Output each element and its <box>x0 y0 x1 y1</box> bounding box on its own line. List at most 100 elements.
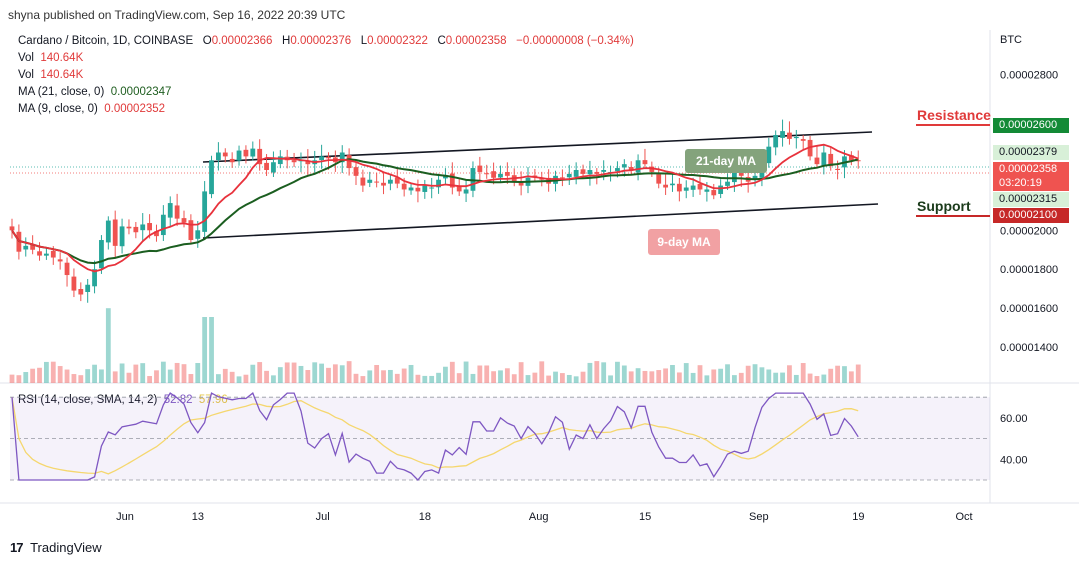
volume-bar <box>126 372 132 383</box>
volume-bar <box>443 366 448 383</box>
volume-label-2: Vol <box>18 69 34 81</box>
support-price-tag: 0.00002100 <box>993 208 1069 223</box>
candle-body <box>154 231 159 237</box>
candle-body <box>381 182 386 186</box>
volume-legend-2: Vol 140.64K <box>18 69 83 81</box>
volume-bar <box>491 371 496 383</box>
high-value: 0.00002376 <box>290 35 352 47</box>
candle-body <box>642 160 648 165</box>
channel-upper-line <box>202 131 873 163</box>
candle-body <box>85 284 91 292</box>
ma9-callout: 9-day MA <box>648 229 720 255</box>
candle-body <box>656 174 662 184</box>
candle-body <box>126 226 132 229</box>
candle-body <box>828 153 834 167</box>
volume-bar <box>305 369 311 383</box>
volume-bar <box>463 361 469 383</box>
volume-bar <box>676 372 682 383</box>
volume-bar <box>560 373 565 383</box>
candle-body <box>44 253 49 256</box>
tradingview-footer[interactable]: 17 TradingView <box>10 540 102 555</box>
candle-body <box>30 244 36 250</box>
ma21-callout: 21-day MA <box>685 149 767 173</box>
close-label: C <box>437 35 446 47</box>
candle-body <box>773 134 779 148</box>
volume-bar <box>99 369 104 383</box>
volume-bar <box>615 361 620 383</box>
candle-body <box>787 132 792 139</box>
candle-body <box>615 168 620 172</box>
candle-body <box>99 240 104 269</box>
date-tick-label: Jul <box>316 511 330 523</box>
candle-body <box>704 189 710 192</box>
volume-bar <box>539 361 545 383</box>
volume-bar <box>738 372 744 383</box>
volume-bar <box>725 364 730 383</box>
volume-bar <box>332 364 338 383</box>
resistance-price-tag: 0.00002600 <box>993 118 1069 133</box>
candle-body <box>766 146 772 164</box>
candle-body <box>229 158 235 163</box>
date-tick-label: Aug <box>529 511 549 523</box>
candle-body <box>429 187 435 189</box>
open-value: 0.00002366 <box>211 35 273 47</box>
candle-body <box>140 224 146 231</box>
price-tick-label: 0.00001600 <box>1000 303 1058 315</box>
price-tag-a: 0.00002379 <box>993 145 1069 160</box>
volume-bar <box>291 362 297 383</box>
candle-body <box>835 168 840 171</box>
candle-body <box>814 157 820 165</box>
symbol-legend: Cardano / Bitcoin, 1D, COINBASE O0.00002… <box>18 35 634 47</box>
volume-bar <box>711 369 717 383</box>
volume-bar <box>394 373 400 383</box>
volume-bar <box>642 370 648 383</box>
candle-body <box>105 220 111 243</box>
volume-bar <box>436 372 441 383</box>
rsi-line <box>11 392 859 481</box>
candle-body <box>160 214 166 236</box>
volume-bar <box>780 372 785 383</box>
date-tick-label: 15 <box>639 511 651 523</box>
candle-body <box>532 175 538 177</box>
candle-body <box>697 183 703 190</box>
candle-body <box>800 139 806 141</box>
volume-bar <box>422 375 428 383</box>
ma9-label[interactable]: MA (9, close, 0) <box>18 103 98 115</box>
candle-body <box>718 185 724 194</box>
volume-bar <box>635 368 641 383</box>
volume-bar <box>30 368 36 383</box>
candle-body <box>195 230 201 239</box>
candle-body <box>188 220 194 241</box>
volume-bar <box>23 372 29 383</box>
support-label: Support <box>917 198 971 214</box>
candle-body <box>92 269 97 287</box>
symbol-name[interactable]: Cardano / Bitcoin, 1D, COINBASE <box>18 35 194 47</box>
change-value: −0.00000008 (−0.34%) <box>516 35 634 47</box>
candle-body <box>725 181 730 186</box>
volume-bar <box>353 373 359 383</box>
candle-body <box>57 259 63 262</box>
volume-bar <box>621 365 627 383</box>
volume-bar <box>456 373 462 383</box>
open-label: O <box>202 35 212 47</box>
ma9-line <box>11 143 859 273</box>
volume-bar <box>601 362 607 383</box>
volume-bar <box>656 370 662 383</box>
volume-bar <box>339 365 345 383</box>
candle-body <box>167 203 173 218</box>
volume-bar <box>504 368 510 383</box>
volume-bar <box>484 365 490 383</box>
candle-body <box>133 226 139 233</box>
candle-body <box>277 156 283 165</box>
volume-bar <box>697 365 703 383</box>
price-tick-label: 0.00002000 <box>1000 225 1058 237</box>
volume-bar <box>532 372 538 383</box>
candle-body <box>257 148 263 165</box>
volume-bar <box>587 362 593 383</box>
date-tick-label: 19 <box>852 511 864 523</box>
ma21-label[interactable]: MA (21, close, 0) <box>18 86 105 98</box>
volume-bar <box>649 371 655 383</box>
ma21-value: 0.00002347 <box>110 86 172 98</box>
price-tick-label: 0.00001400 <box>1000 342 1058 354</box>
